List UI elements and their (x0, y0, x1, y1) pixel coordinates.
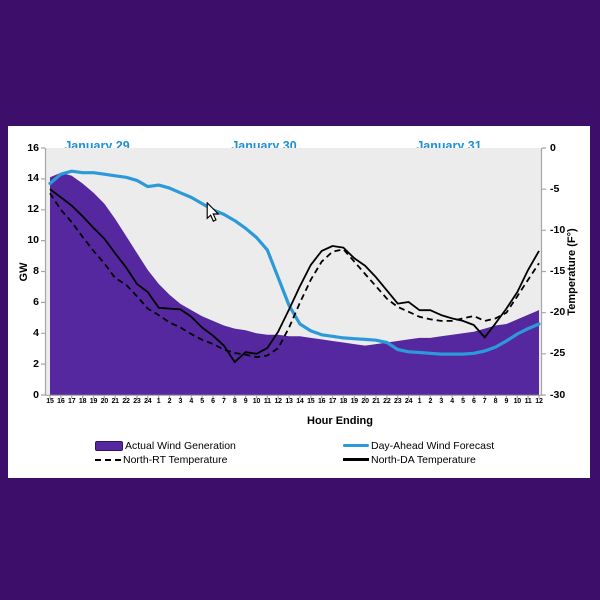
x-tick-10-1: 1 (156, 398, 161, 405)
y-left-tick-0: 0 (33, 388, 39, 401)
x-tick-1-16: 16 (57, 398, 65, 405)
y-left-tick-12: 12 (27, 203, 39, 216)
x-tick-17-8: 8 (232, 398, 237, 405)
x-tick-32-23: 23 (394, 398, 402, 405)
x-tick-15-6: 6 (211, 398, 215, 405)
y-right-tick--30: -30 (550, 388, 566, 401)
x-tick-23-14: 14 (296, 398, 304, 405)
day-ahead-wind-forecast-swatch (343, 443, 369, 448)
x-tick-26-17: 17 (328, 398, 337, 405)
x-tick-12-3: 3 (178, 398, 183, 405)
y-right-tick--25: -25 (550, 347, 566, 360)
actual-wind-generation-swatch (95, 440, 123, 451)
x-tick-19-10: 10 (252, 398, 261, 405)
x-axis-title: Hour Ending (307, 415, 373, 427)
x-tick-11-2: 2 (167, 398, 172, 405)
x-tick-29-20: 20 (361, 398, 369, 405)
north-da-temperature-line (49, 188, 540, 364)
x-tick-4-19: 19 (89, 398, 98, 405)
y-left-tick-4: 4 (33, 326, 39, 339)
x-tick-25-16: 16 (317, 398, 326, 405)
x-tick-45-12: 12 (535, 398, 543, 405)
x-tick-31-22: 22 (383, 398, 391, 405)
x-tick-44-11: 11 (524, 398, 532, 405)
wind-generation-chart (41, 147, 546, 399)
actual-wind-generation-area (50, 172, 539, 395)
x-tick-24-15: 15 (307, 398, 315, 405)
y-right-tick--15: -15 (550, 265, 566, 277)
x-tick-13-4: 4 (189, 398, 194, 405)
x-tick-42-9: 9 (504, 398, 509, 405)
north-da-temperature-swatch (343, 458, 369, 461)
x-tick-6-21: 21 (111, 398, 119, 405)
x-tick-9-24: 24 (144, 398, 152, 405)
y-right-tick--5: -5 (550, 182, 560, 195)
x-tick-16-7: 7 (222, 398, 226, 405)
y-left-tick-8: 8 (33, 265, 39, 277)
legend-label: Day-Ahead Wind Forecast (371, 439, 495, 452)
y-left-tick-6: 6 (33, 295, 39, 308)
legend-label: Actual Wind Generation (125, 439, 236, 452)
x-tick-5-20: 20 (100, 398, 109, 405)
x-tick-3-18: 18 (78, 398, 87, 405)
x-tick-27-18: 18 (339, 398, 348, 405)
y-left-tick-10: 10 (27, 234, 39, 247)
x-tick-14-5: 5 (200, 398, 204, 405)
legend-item-north-rt-temperature: North-RT Temperature (95, 453, 227, 466)
legend-item-north-da-temperature: North-DA Temperature (343, 453, 476, 466)
x-tick-39-6: 6 (471, 398, 476, 405)
y-axis-right-title: Temperature (F°) (566, 228, 578, 316)
x-tick-22-13: 13 (285, 398, 293, 405)
legend-item-actual-wind-generation: Actual Wind Generation (95, 439, 236, 452)
chart-panel: January 29 January 30 January 31 16 14 12 1… (8, 126, 590, 478)
legend-label: North-DA Temperature (371, 453, 476, 466)
x-tick-28-19: 19 (350, 398, 359, 405)
y-axis-left-title: GW (18, 262, 30, 282)
x-tick-43-10: 10 (513, 398, 522, 405)
north-rt-temperature-swatch (95, 458, 121, 461)
y-right-tick-0: 0 (550, 141, 556, 154)
x-tick-30-21: 21 (372, 398, 380, 405)
x-tick-7-22: 22 (122, 398, 130, 405)
x-tick-37-4: 4 (450, 398, 454, 405)
x-tick-40-7: 7 (482, 398, 487, 405)
x-tick-21-12: 12 (274, 398, 282, 405)
x-tick-2-17: 17 (68, 398, 76, 405)
mouse-cursor-arrow (206, 202, 220, 222)
y-right-tick--20: -20 (550, 306, 566, 319)
y-right-tick--10: -10 (550, 223, 566, 236)
x-tick-8-23: 23 (133, 398, 141, 405)
axis-lines (41, 147, 546, 399)
legend-item-day-ahead-wind-forecast: Day-Ahead Wind Forecast (343, 439, 494, 452)
x-tick-38-5: 5 (461, 398, 465, 405)
x-tick-33-24: 24 (404, 398, 413, 405)
y-left-tick-2: 2 (33, 357, 39, 370)
mouse-cursor (206, 202, 220, 222)
x-tick-35-2: 2 (428, 398, 433, 405)
x-tick-18-9: 9 (243, 398, 248, 405)
x-tick-0-15: 15 (46, 398, 54, 405)
x-tick-36-3: 3 (439, 398, 444, 405)
y-left-tick-16: 16 (27, 141, 39, 154)
x-tick-34-1: 1 (417, 398, 422, 405)
x-tick-41-8: 8 (493, 398, 498, 405)
legend-label: North-RT Temperature (123, 453, 228, 466)
x-tick-20-11: 11 (263, 398, 271, 405)
y-left-tick-14: 14 (27, 172, 39, 185)
